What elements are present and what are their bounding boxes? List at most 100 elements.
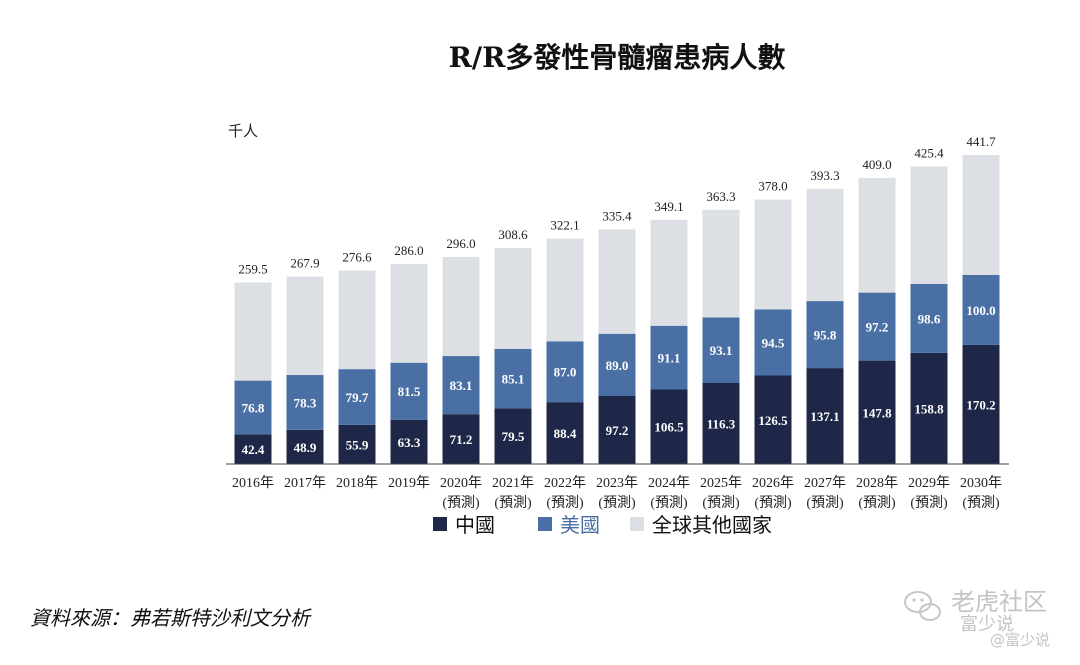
x-tick-sublabel: (預測): [910, 495, 948, 511]
bar-segment: [650, 325, 688, 390]
data-label: 85.1: [502, 372, 525, 387]
legend-label: 中國: [455, 513, 495, 537]
x-tick-sublabel: (預測): [858, 495, 896, 511]
total-label: 322.1: [550, 218, 579, 233]
data-label: 116.3: [707, 416, 736, 431]
bar-segment: [806, 301, 844, 369]
data-label: 94.5: [762, 335, 785, 350]
x-tick-label: 2029年: [908, 475, 950, 491]
total-label: 363.3: [706, 189, 735, 204]
bar-segment: [494, 408, 532, 464]
total-label: 308.6: [498, 227, 528, 242]
x-tick-sublabel: (預測): [702, 495, 740, 511]
data-label: 83.1: [450, 378, 473, 393]
bar-segment: [286, 429, 324, 464]
legend-swatch: [630, 517, 644, 531]
bar-segment: [442, 256, 480, 357]
bar-segment: [910, 166, 948, 284]
chart-title: R/R多發性骨髓瘤患病人數: [449, 41, 786, 74]
watermark-sub: 富少说: [960, 614, 1014, 635]
bar-segment: [962, 344, 1000, 464]
bar-segment: [910, 352, 948, 464]
data-label: 76.8: [242, 400, 265, 415]
bar-segment: [234, 434, 272, 464]
bar-segment: [962, 274, 1000, 345]
total-label: 296.0: [446, 236, 475, 251]
bar-segment: [858, 177, 896, 293]
bar-segment: [286, 276, 324, 376]
data-label: 81.5: [398, 384, 421, 399]
bars-group: 42.4 76.8 259.5 48.9 78.3 267.9 55.9 79.7 276.6 6…: [234, 134, 1000, 464]
x-tick-sublabel: (預測): [650, 495, 688, 511]
x-tick-sublabel: (預測): [546, 495, 584, 511]
data-label: 97.2: [866, 320, 889, 335]
x-tick-label: 2023年: [596, 475, 638, 491]
bar-segment: [702, 382, 740, 464]
data-label: 63.3: [398, 435, 421, 450]
bar-segment: [650, 219, 688, 326]
data-label: 48.9: [294, 440, 317, 455]
legend-label: 美國: [560, 513, 600, 537]
bar-segment: [910, 283, 948, 353]
bar-segment: [598, 229, 636, 334]
x-tick-label: 2024年: [648, 475, 690, 491]
x-tick-label: 2028年: [856, 475, 898, 491]
legend-label: 全球其他國家: [652, 513, 772, 537]
data-label: 55.9: [346, 437, 369, 452]
bar-segment: [234, 282, 272, 381]
unit-label: 千人: [228, 122, 258, 140]
bar-segment: [234, 380, 272, 435]
bar-segment: [858, 360, 896, 464]
x-tick-label: 2016年: [232, 475, 274, 491]
data-label: 42.4: [242, 442, 265, 457]
data-label: 91.1: [658, 351, 681, 366]
bar-segment: [338, 424, 376, 464]
bar-segment: [546, 238, 584, 342]
data-label: 170.2: [966, 397, 995, 412]
bar-segment: [442, 356, 480, 415]
data-label: 137.1: [810, 409, 839, 424]
data-label: 93.1: [710, 343, 733, 358]
x-tick-label: 2021年: [492, 475, 534, 491]
x-tick-labels: 2016年 2017年 2018年 2019年 2020年 (預測) 2021年 (預測) 20…: [232, 475, 1002, 511]
legend: 中國 美國 全球其他國家: [433, 513, 772, 537]
data-label: 79.7: [346, 390, 369, 405]
watermark-handle: @富少说: [990, 631, 1050, 649]
data-label: 106.5: [654, 420, 684, 435]
bar-segment: [858, 292, 896, 361]
x-tick-sublabel: (預測): [442, 495, 480, 511]
data-label: 126.5: [758, 413, 788, 428]
bar-segment: [754, 199, 792, 310]
data-label: 87.0: [554, 365, 577, 380]
wechat-icon: [904, 591, 941, 621]
total-label: 409.0: [862, 157, 891, 172]
bar-segment: [338, 270, 376, 370]
watermark-main: 老虎社区: [951, 588, 1047, 616]
total-label: 259.5: [238, 261, 267, 276]
x-tick-sublabel: (預測): [494, 495, 532, 511]
bar-segment: [754, 309, 792, 376]
bar-segment: [442, 414, 480, 464]
data-label: 158.8: [914, 401, 944, 416]
bar-segment: [390, 263, 428, 363]
x-tick-label: 2026年: [752, 475, 794, 491]
x-tick-sublabel: (預測): [754, 495, 792, 511]
bar-segment: [702, 317, 740, 383]
data-label: 79.5: [502, 429, 525, 444]
data-label: 97.2: [606, 423, 629, 438]
total-label: 378.0: [758, 179, 787, 194]
total-label: 425.4: [914, 145, 944, 160]
bar-segment: [754, 375, 792, 464]
bar-segment: [598, 333, 636, 397]
data-label: 78.3: [294, 395, 317, 410]
bar-segment: [806, 368, 844, 464]
bar-segment: [650, 389, 688, 464]
total-label: 393.3: [810, 168, 839, 183]
data-label: 71.2: [450, 432, 473, 447]
watermark: 老虎社区 富少说 @富少说: [904, 588, 1050, 649]
legend-swatch: [433, 517, 447, 531]
bar-segment: [546, 341, 584, 403]
bar-segment: [806, 188, 844, 302]
x-tick-label: 2018年: [336, 475, 378, 491]
